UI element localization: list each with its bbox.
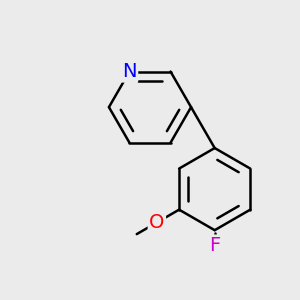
Text: F: F: [209, 236, 220, 255]
Text: O: O: [149, 213, 164, 232]
Text: N: N: [122, 62, 137, 81]
